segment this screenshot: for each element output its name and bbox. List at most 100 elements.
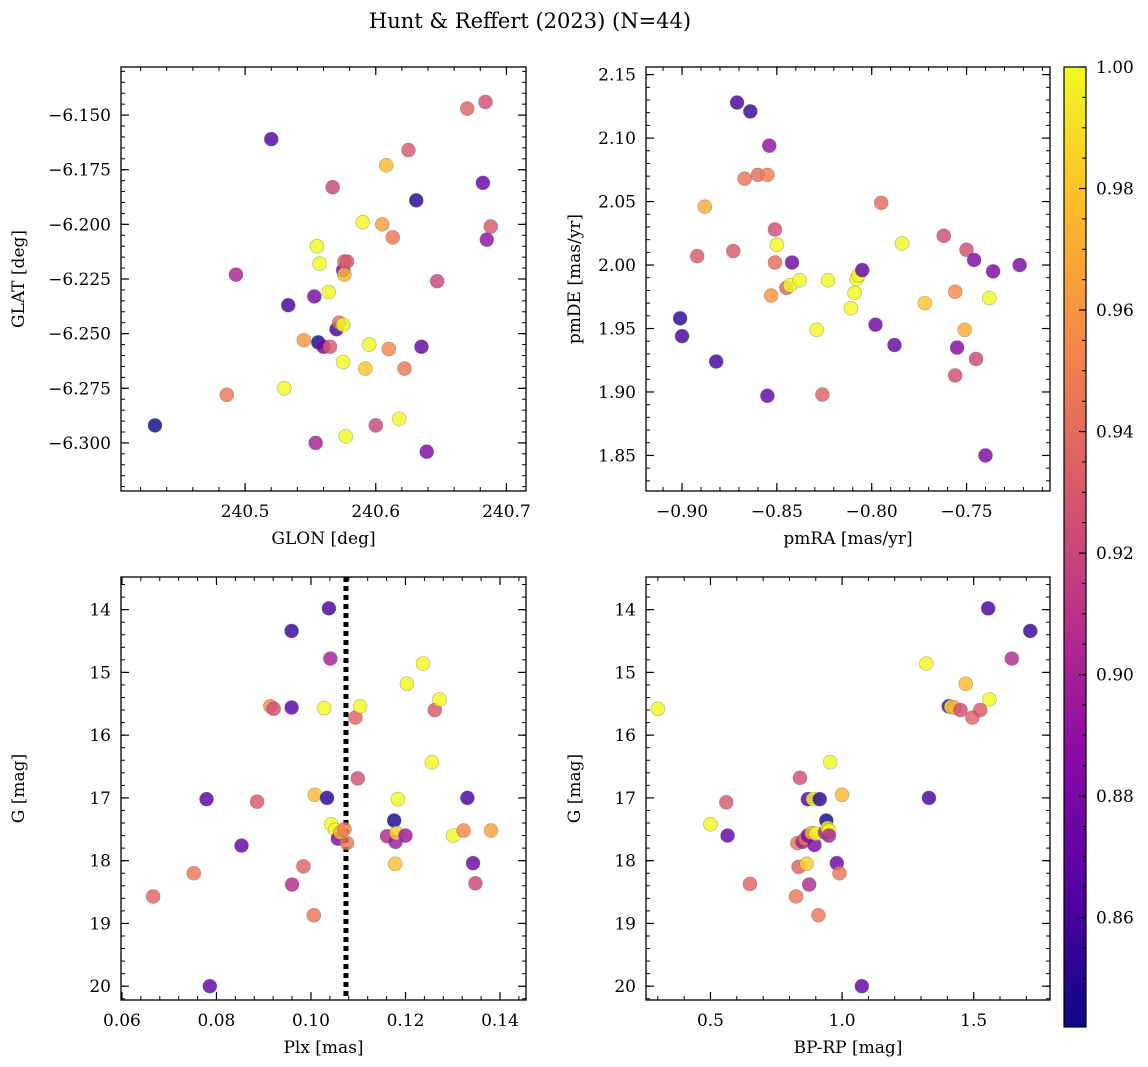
data-point [385, 230, 401, 245]
data-point [321, 601, 337, 616]
data-point [953, 702, 968, 718]
colorbar-tick-label: 0.86 [1096, 909, 1134, 929]
colorbar-tick-label: 0.90 [1096, 666, 1134, 686]
data-point [1012, 257, 1027, 273]
data-point [792, 272, 807, 288]
data-point [186, 865, 202, 881]
data-point [873, 195, 889, 211]
y-tick-label: 16 [614, 726, 636, 746]
axes-frame [120, 66, 527, 492]
colorbar-tick-label: 0.96 [1096, 301, 1134, 321]
y-axis-label: G [mag] [565, 754, 585, 823]
data-point [729, 95, 745, 110]
data-point [761, 138, 777, 154]
x-tick-label: 0.14 [481, 1011, 519, 1031]
panel-pmra-pmde: −0.90 −0.85 −0.80 −0.75 1.85 1.90 1.95 2.00 2.05… [565, 66, 1051, 549]
x-tick-label: 0.06 [103, 1011, 141, 1031]
y-tick-label: 15 [614, 663, 636, 683]
data-point [266, 701, 281, 717]
data-point [703, 816, 718, 832]
data-point [414, 339, 429, 355]
data-point [980, 601, 996, 616]
data-point [202, 978, 218, 994]
y-tick-label: 19 [89, 914, 111, 934]
data-point [263, 131, 279, 147]
y-tick-label: 14 [89, 601, 111, 621]
data-point [959, 242, 974, 258]
data-point [947, 368, 963, 383]
data-point [307, 787, 323, 803]
data-point [199, 791, 214, 807]
data-point [760, 167, 775, 183]
y-axis-label: G [mag] [9, 754, 29, 823]
y-tick-label: 19 [614, 914, 636, 934]
data-point [947, 284, 963, 299]
data-point [147, 418, 163, 433]
y-tick-label: 1.90 [598, 383, 636, 403]
colorbar-gradient [1064, 67, 1086, 1027]
y-tick-label: −6.200 [48, 215, 111, 235]
colorbar-frame [1063, 66, 1087, 1028]
y-tick-label: 2.00 [598, 256, 636, 276]
data-point [228, 267, 244, 282]
x-tick-label: 0.08 [198, 1011, 236, 1031]
data-point [483, 823, 499, 838]
data-point [401, 142, 416, 158]
data-point [397, 361, 412, 376]
data-point [284, 700, 299, 715]
data-point [277, 380, 292, 396]
data-point [689, 248, 705, 264]
data-point [309, 238, 325, 254]
data-point [936, 228, 952, 244]
data-point [325, 179, 340, 195]
y-tick-label: 18 [614, 852, 636, 872]
x-tick-label: −0.90 [656, 502, 708, 522]
data-point [792, 770, 808, 786]
y-tick-label: 17 [614, 789, 636, 809]
data-point [834, 787, 850, 803]
x-tick-label: 1.0 [829, 1011, 856, 1031]
colorbar-tick-label: 0.94 [1096, 423, 1134, 443]
data-point [887, 337, 902, 353]
data-point [672, 311, 688, 326]
data-point [1022, 623, 1038, 639]
data-point [408, 193, 424, 208]
ticks-bprp-g: 0.5 1.0 1.5 14 15 16 17 18 19 20 [614, 577, 1050, 1031]
data-point [284, 877, 300, 892]
data-point [972, 702, 988, 718]
data-point [350, 771, 366, 786]
points-pmra-pmde [672, 95, 1027, 463]
data-point [812, 791, 828, 807]
y-tick-label: −6.300 [48, 434, 111, 454]
data-point [843, 300, 859, 316]
data-point [234, 838, 249, 853]
x-axis-label: BP-RP [mag] [794, 1038, 903, 1058]
data-point [921, 790, 937, 806]
data-point [415, 656, 431, 671]
data-point [391, 411, 407, 427]
data-point [280, 297, 296, 313]
data-point [868, 317, 883, 333]
y-tick-label: 14 [614, 601, 636, 621]
y-tick-label: 17 [89, 789, 111, 809]
data-point [337, 267, 352, 282]
data-point [917, 295, 933, 311]
data-point [720, 828, 735, 843]
points-glon-glat [147, 94, 499, 459]
points-plx-g [145, 577, 499, 1000]
data-point [958, 676, 974, 691]
data-point [475, 175, 491, 191]
data-point [1004, 651, 1020, 666]
data-point [296, 332, 312, 348]
data-point [424, 754, 440, 770]
data-point [465, 855, 481, 871]
data-point [784, 255, 800, 270]
data-point [968, 351, 984, 367]
x-tick-label: −0.75 [940, 502, 992, 522]
y-tick-label: 2.05 [598, 193, 636, 213]
data-point [249, 794, 265, 809]
y-tick-label: −6.150 [48, 106, 111, 126]
y-tick-label: 20 [89, 977, 111, 997]
x-tick-label: 0.5 [697, 1011, 724, 1031]
